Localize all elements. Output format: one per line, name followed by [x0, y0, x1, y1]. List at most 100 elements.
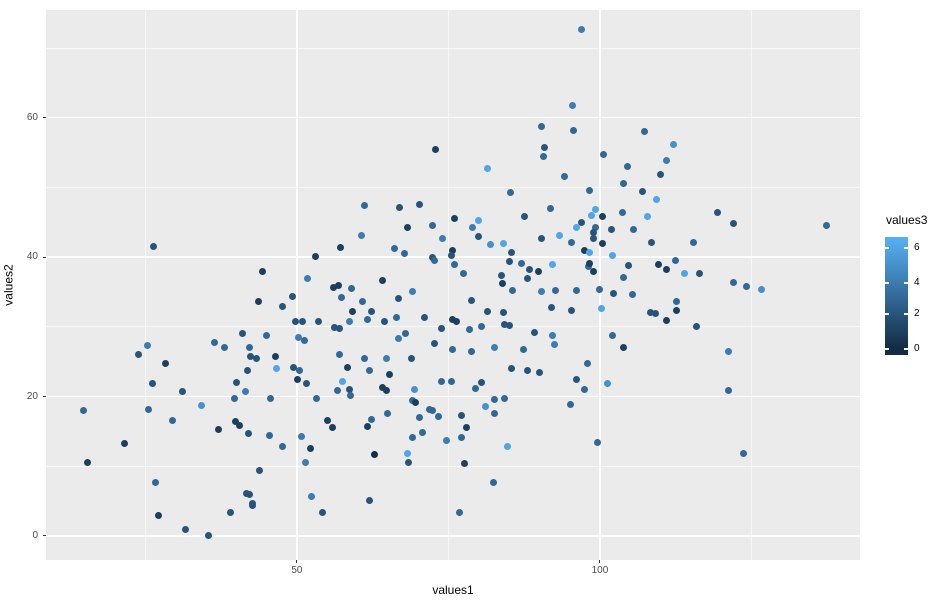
- data-point: [394, 295, 402, 303]
- plot-panel: [46, 10, 860, 560]
- data-point: [411, 386, 418, 394]
- data-point: [620, 180, 628, 188]
- data-point: [462, 423, 470, 431]
- data-point: [361, 202, 369, 210]
- data-point: [483, 307, 491, 315]
- data-point: [466, 326, 474, 334]
- data-point: [481, 402, 489, 410]
- data-point: [491, 343, 499, 351]
- data-point: [312, 252, 320, 260]
- data-point: [551, 340, 559, 348]
- data-point: [504, 443, 512, 451]
- data-point: [135, 351, 143, 359]
- gridline-minor-vertical: [751, 10, 752, 560]
- data-point: [477, 379, 485, 387]
- data-point: [724, 348, 732, 356]
- data-point: [245, 344, 253, 352]
- data-point: [598, 304, 606, 312]
- data-point: [292, 317, 300, 325]
- gridline-minor-horizontal: [46, 186, 860, 188]
- data-point: [526, 266, 534, 274]
- data-point: [491, 395, 499, 403]
- axis-tick-mark: [296, 560, 298, 563]
- data-point: [451, 215, 458, 223]
- data-point: [455, 509, 463, 517]
- data-point: [577, 26, 585, 34]
- data-point: [474, 233, 482, 241]
- data-point: [361, 355, 369, 363]
- legend-tick-label: 0: [914, 342, 920, 354]
- data-point: [412, 398, 420, 406]
- legend-tick-mark: [885, 247, 889, 249]
- data-point: [347, 284, 355, 292]
- data-point: [314, 318, 322, 326]
- data-point: [151, 478, 159, 486]
- data-point: [499, 308, 507, 316]
- data-point: [594, 439, 602, 447]
- legend-tick-mark: [904, 282, 908, 284]
- data-point: [507, 249, 515, 257]
- data-point: [379, 277, 387, 285]
- data-point: [244, 367, 252, 375]
- data-point: [296, 367, 304, 375]
- data-point: [696, 270, 704, 278]
- gridline-minor-horizontal: [46, 47, 860, 49]
- data-point: [301, 458, 309, 466]
- data-point: [551, 287, 559, 295]
- data-point: [572, 375, 580, 383]
- data-point: [401, 250, 409, 258]
- legend-tick-label: 4: [914, 277, 920, 289]
- data-point: [249, 501, 257, 509]
- data-point: [233, 379, 241, 387]
- gridline-minor-vertical: [448, 10, 449, 560]
- data-point: [690, 238, 698, 246]
- data-point: [739, 450, 747, 458]
- data-point: [570, 127, 578, 135]
- data-point: [144, 405, 152, 413]
- data-point: [382, 387, 390, 395]
- data-point: [408, 397, 416, 405]
- data-point: [461, 459, 469, 467]
- data-point: [255, 466, 263, 474]
- data-point: [404, 458, 412, 466]
- data-point: [693, 322, 701, 330]
- axis-tick-mark: [43, 117, 46, 119]
- data-point: [518, 259, 526, 267]
- data-point: [540, 144, 548, 152]
- data-point: [437, 378, 445, 386]
- data-point: [337, 243, 345, 251]
- data-point: [155, 512, 163, 520]
- data-point: [294, 376, 302, 384]
- legend-gradient-bar: [885, 237, 908, 355]
- data-point: [586, 186, 594, 194]
- y-tick-label: 60: [26, 111, 38, 123]
- data-point: [567, 401, 575, 409]
- data-point: [647, 238, 655, 246]
- data-point: [179, 388, 187, 396]
- legend-tick-mark: [885, 313, 889, 315]
- data-point: [120, 440, 128, 448]
- data-point: [262, 331, 270, 339]
- data-point: [404, 450, 412, 458]
- data-point: [519, 345, 527, 353]
- data-point: [336, 325, 344, 333]
- data-point: [447, 252, 455, 260]
- data-point: [299, 318, 307, 326]
- data-point: [80, 406, 88, 414]
- data-point: [447, 377, 455, 385]
- gridline-major-vertical: [599, 10, 601, 560]
- data-point: [148, 379, 156, 387]
- data-point: [334, 387, 342, 395]
- x-tick-label: 50: [291, 565, 303, 576]
- data-point: [273, 365, 281, 373]
- data-point: [596, 285, 604, 293]
- data-point: [431, 257, 438, 265]
- data-point: [531, 328, 539, 336]
- data-point: [590, 234, 598, 242]
- data-point: [429, 222, 437, 230]
- gridline-major-vertical: [296, 10, 298, 560]
- data-point: [584, 263, 592, 271]
- data-point: [654, 261, 662, 269]
- data-point: [506, 258, 514, 266]
- data-point: [501, 320, 509, 328]
